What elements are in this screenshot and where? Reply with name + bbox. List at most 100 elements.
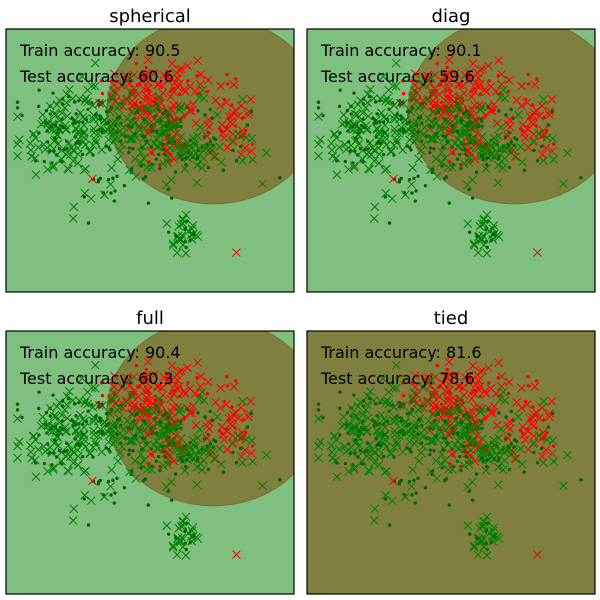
test-point-class-a [426, 73, 436, 83]
train-point-class-a [546, 425, 551, 429]
test-point-class-a [503, 143, 513, 153]
test-point-class-a [479, 517, 488, 527]
test-point-class-a [81, 140, 90, 150]
test-point-class-b [223, 143, 232, 152]
train-point-class-a [62, 147, 66, 152]
train-point-class-a [484, 163, 489, 167]
train-point-class-a [337, 104, 342, 109]
test-point-class-b [232, 550, 241, 559]
train-point-class-a [99, 117, 103, 121]
test-point-class-a [426, 436, 436, 446]
train-point-class-b [182, 417, 186, 421]
train-point-class-a [212, 136, 216, 140]
test-point-class-a [181, 249, 191, 258]
train-point-class-a [154, 101, 158, 106]
test-point-class-a [49, 109, 59, 119]
test-point-class-a [74, 396, 84, 406]
train-point-class-a [98, 176, 103, 181]
test-point-class-a [62, 98, 71, 108]
train-point-class-a [99, 419, 103, 423]
test-point-class-a [380, 467, 390, 477]
axes-frame [306, 28, 596, 293]
test-point-class-a [52, 100, 62, 109]
train-point-class-a [162, 450, 166, 454]
train-point-class-a [37, 433, 41, 437]
test-point-class-a [136, 158, 146, 167]
test-point-class-a [174, 141, 184, 151]
test-point-class-a [209, 454, 219, 464]
test-point-class-a [412, 118, 422, 128]
train-point-class-a [154, 403, 158, 408]
train-point-class-a [45, 442, 50, 446]
test-point-class-b [202, 422, 212, 431]
train-point-class-a [196, 109, 200, 113]
train-point-class-a [397, 180, 402, 184]
test-point-class-a [432, 172, 442, 181]
test-point-class-a [132, 435, 141, 445]
train-point-class-a [459, 468, 463, 473]
train-point-class-a [405, 144, 409, 148]
test-point-class-a [57, 410, 67, 420]
test-point-class-b [477, 366, 487, 376]
test-point-class-a [463, 219, 473, 228]
test-point-class-b [517, 383, 527, 393]
train-point-class-a [104, 144, 108, 148]
test-point-class-a [380, 165, 390, 175]
train-point-class-b [438, 82, 442, 87]
train-point-class-b [531, 103, 535, 107]
test-point-class-a [51, 412, 61, 421]
test-point-class-b [535, 413, 544, 423]
test-point-class-a [142, 406, 151, 416]
train-point-class-b [435, 61, 439, 66]
test-point-class-a [262, 148, 271, 158]
train-point-class-a [158, 468, 162, 473]
train-point-class-a [385, 419, 390, 424]
test-point-class-b [503, 433, 513, 443]
test-point-class-b [547, 448, 557, 458]
test-point-class-b [216, 383, 226, 393]
test-point-class-a [372, 426, 382, 435]
test-point-class-a [48, 163, 58, 172]
train-point-class-b [100, 393, 105, 398]
train-point-class-b [448, 160, 452, 164]
test-point-class-b [517, 101, 526, 111]
test-point-class-a [130, 421, 139, 430]
test-point-class-a [233, 129, 243, 139]
test-point-class-b [159, 70, 169, 80]
train-point-class-b [100, 91, 105, 96]
train-point-class-a [127, 448, 132, 452]
test-point-class-b [538, 126, 548, 136]
test-point-class-a [57, 108, 67, 118]
test-point-class-a [478, 132, 487, 141]
train-point-class-a [73, 423, 78, 427]
test-point-class-a [107, 465, 116, 475]
panel-title: spherical [109, 6, 191, 27]
test-point-class-a [466, 143, 476, 153]
test-point-class-b [468, 117, 478, 127]
test-point-class-a [389, 442, 399, 452]
test-accuracy-label: Test accuracy: 78.6 [320, 369, 475, 388]
test-point-class-a [164, 121, 174, 130]
test-point-class-a [88, 442, 98, 452]
train-point-class-a [509, 107, 513, 112]
train-point-class-a [60, 117, 64, 122]
train-point-class-b [534, 426, 538, 430]
test-point-class-a [127, 107, 136, 117]
test-point-class-a [517, 157, 527, 167]
train-point-class-a [36, 406, 41, 411]
train-point-class-a [51, 393, 55, 397]
test-point-class-a [175, 105, 185, 115]
test-point-class-a [181, 512, 191, 522]
train-point-class-a [231, 450, 235, 455]
train-point-class-a [338, 131, 342, 135]
train-point-class-a [109, 493, 113, 497]
train-point-class-a [375, 443, 379, 447]
test-point-class-a [496, 424, 506, 434]
test-point-class-a [424, 114, 433, 124]
test-point-class-b [141, 70, 151, 80]
test-point-class-a [375, 94, 385, 104]
test-point-class-a [418, 432, 428, 442]
train-point-class-a [131, 147, 135, 151]
test-point-class-a [202, 445, 212, 455]
train-point-class-a [496, 156, 501, 161]
